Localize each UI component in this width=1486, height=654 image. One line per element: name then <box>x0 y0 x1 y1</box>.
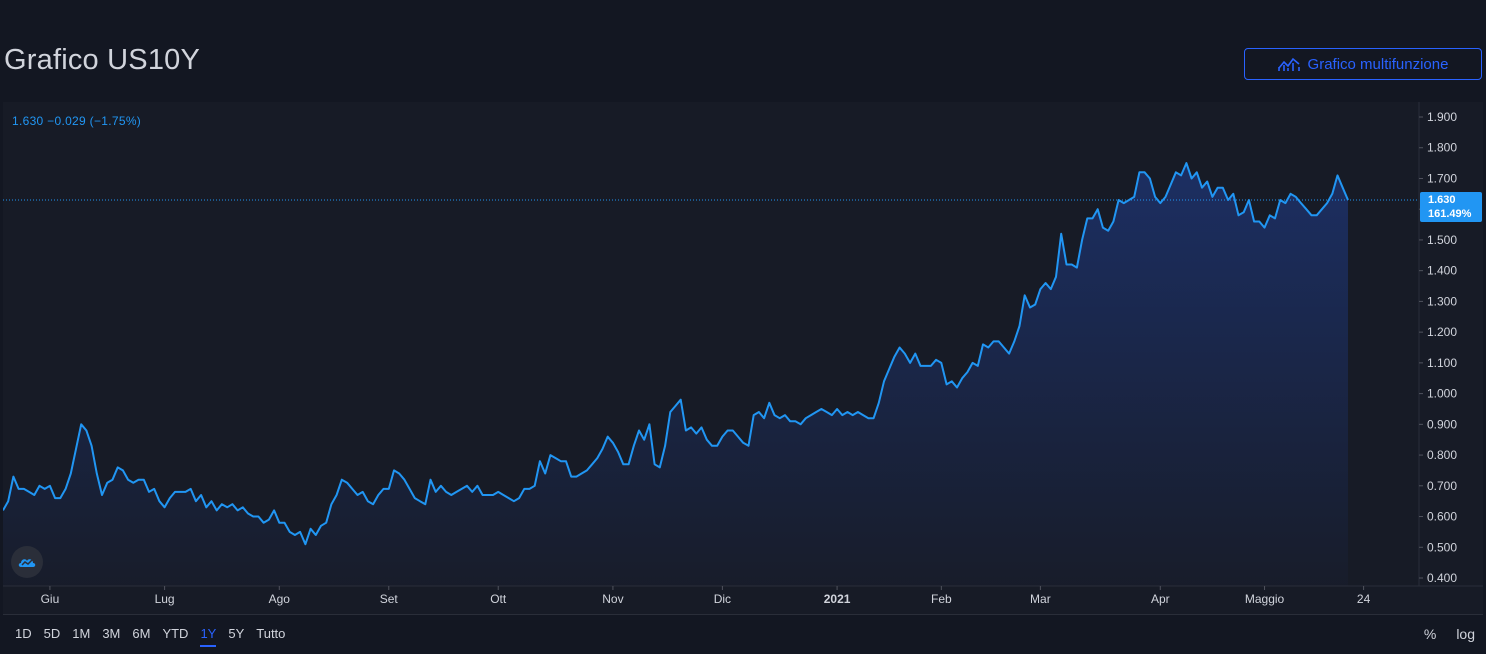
x-tick-label: Ott <box>490 592 507 606</box>
last-price-value: 1.630 <box>1428 194 1456 206</box>
range-button-5y[interactable]: 5Y <box>228 626 245 641</box>
quote-readout: 1.630 −0.029 (−1.75%) <box>12 114 141 128</box>
range-button-tutto[interactable]: Tutto <box>256 626 286 641</box>
y-tick-label: 1.700 <box>1427 171 1457 185</box>
advanced-chart-button-label: Grafico multifunzione <box>1307 55 1449 73</box>
range-button-1y[interactable]: 1Y <box>200 625 224 647</box>
price-chart[interactable]: 1.9001.8001.7001.6001.5001.4001.3001.200… <box>3 102 1483 614</box>
range-button-ytd[interactable]: YTD <box>162 626 189 641</box>
y-tick-label: 0.800 <box>1427 448 1457 462</box>
y-tick-label: 1.300 <box>1427 294 1457 308</box>
y-tick-label: 1.500 <box>1427 233 1457 247</box>
advanced-chart-button[interactable]: Grafico multifunzione <box>1244 48 1482 80</box>
scale-toggles: % log <box>1424 625 1475 643</box>
range-buttons: 1D 5D 1M 3M 6M YTD 1Y 5Y Tutto <box>15 625 297 647</box>
last-price-tag <box>1420 191 1482 222</box>
x-tick-label: 2021 <box>824 592 851 606</box>
x-tick-label: Nov <box>602 592 623 606</box>
y-tick-label: 1.100 <box>1427 356 1457 370</box>
quote-last: 1.630 <box>12 114 44 128</box>
x-tick-label: Set <box>380 592 399 606</box>
x-tick-label: Lug <box>155 592 175 606</box>
y-tick-label: 1.000 <box>1427 387 1457 401</box>
x-tick-label: Ago <box>269 592 291 606</box>
x-tick-label: Giu <box>41 592 60 606</box>
y-tick-label: 0.600 <box>1427 510 1457 524</box>
range-button-1d[interactable]: 1D <box>15 626 32 641</box>
range-button-3m[interactable]: 3M <box>102 626 121 641</box>
y-tick-label: 1.400 <box>1427 264 1457 278</box>
quote-change: −0.029 <box>47 114 87 128</box>
y-tick-label: 0.500 <box>1427 540 1457 554</box>
log-scale-toggle[interactable]: log <box>1456 626 1475 642</box>
x-tick-label: Mar <box>1030 592 1051 606</box>
y-tick-label: 1.900 <box>1427 110 1457 124</box>
tradingview-cloud-icon[interactable] <box>11 546 43 578</box>
range-toolbar: 1D 5D 1M 3M 6M YTD 1Y 5Y Tutto % log <box>3 614 1483 654</box>
x-tick-label: Maggio <box>1245 592 1285 606</box>
y-tick-label: 1.800 <box>1427 141 1457 155</box>
range-button-6m[interactable]: 6M <box>132 626 151 641</box>
x-tick-label: Feb <box>931 592 952 606</box>
x-tick-label: Apr <box>1151 592 1170 606</box>
y-tick-label: 0.900 <box>1427 417 1457 431</box>
x-tick-label: 24 <box>1357 592 1371 606</box>
y-tick-label: 0.400 <box>1427 571 1457 585</box>
y-tick-label: 1.200 <box>1427 325 1457 339</box>
x-tick-label: Dic <box>714 592 731 606</box>
price-series-line <box>3 162 1349 546</box>
page-title: Grafico US10Y <box>4 44 201 76</box>
quote-change-pct: (−1.75%) <box>89 114 142 128</box>
percent-scale-toggle[interactable]: % <box>1423 626 1437 642</box>
multi-chart-icon <box>1277 57 1300 71</box>
y-tick-label: 0.700 <box>1427 479 1457 493</box>
range-button-1m[interactable]: 1M <box>72 626 91 641</box>
chart-pane[interactable]: 1.9001.8001.7001.6001.5001.4001.3001.200… <box>3 102 1483 614</box>
last-price-percent: 161.49% <box>1428 208 1472 220</box>
area-fill <box>3 163 1348 586</box>
range-button-5d[interactable]: 5D <box>43 626 61 641</box>
